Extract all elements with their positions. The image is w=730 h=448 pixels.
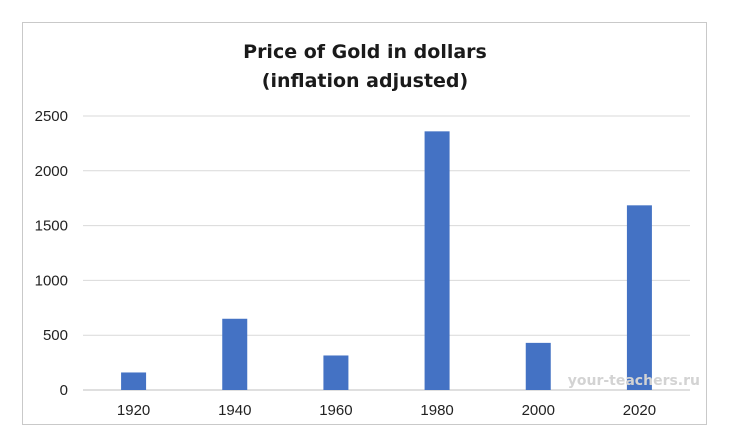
y-tick-label-2000: 2000 bbox=[35, 163, 68, 180]
chart-title-line-1: Price of Gold in dollars bbox=[243, 41, 487, 63]
x-tick-label-2020: 2020 bbox=[623, 402, 656, 419]
bar-1920 bbox=[121, 372, 147, 390]
chart-frame bbox=[22, 22, 707, 425]
watermark: your-teachers.ru bbox=[568, 373, 700, 389]
chart-title-line-2: (inflation adjusted) bbox=[262, 70, 468, 92]
y-tick-label-0: 0 bbox=[60, 382, 68, 399]
gridlines bbox=[83, 115, 690, 391]
x-tick-label-2000: 2000 bbox=[522, 402, 555, 419]
bar-2000 bbox=[525, 342, 551, 390]
y-tick-label-500: 500 bbox=[43, 327, 68, 344]
x-tick-label-1920: 1920 bbox=[117, 402, 150, 419]
y-axis-tick-labels: 0 500 1000 1500 2000 2500 bbox=[35, 108, 68, 399]
bars bbox=[121, 131, 652, 390]
bar-1980 bbox=[424, 131, 450, 390]
y-tick-label-1500: 1500 bbox=[35, 218, 68, 235]
bar-1960 bbox=[323, 355, 349, 390]
x-tick-label-1980: 1980 bbox=[420, 402, 453, 419]
x-tick-label-1940: 1940 bbox=[218, 402, 251, 419]
bar-1940 bbox=[222, 318, 248, 390]
x-tick-label-1960: 1960 bbox=[319, 402, 352, 419]
y-tick-label-1000: 1000 bbox=[35, 272, 68, 289]
bar-2020 bbox=[626, 205, 652, 390]
y-tick-label-2500: 2500 bbox=[35, 108, 68, 125]
x-axis-tick-labels: 1920 1940 1960 1980 2000 2020 bbox=[117, 402, 656, 419]
